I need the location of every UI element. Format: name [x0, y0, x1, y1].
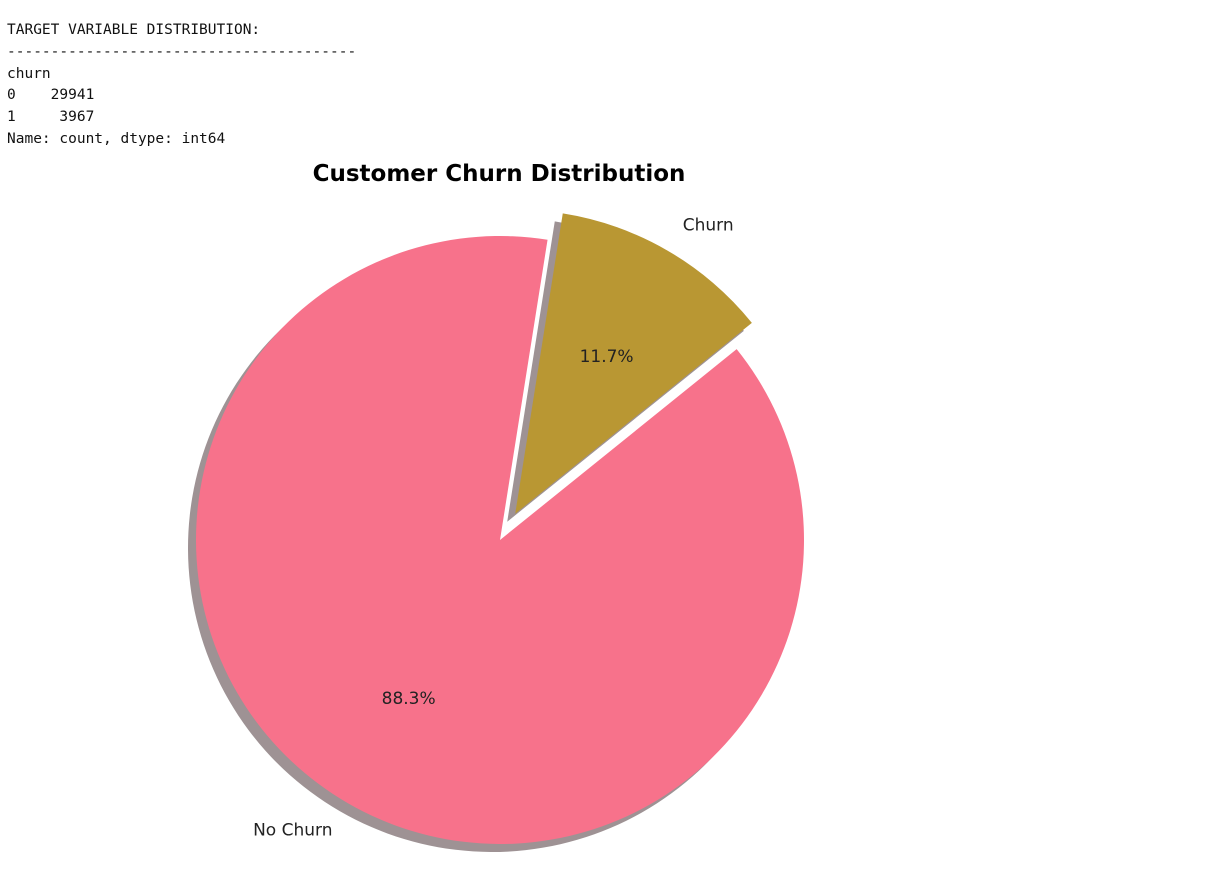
console-row: 1 3967 — [7, 107, 356, 129]
slice-layer — [195, 213, 804, 844]
console-footer: Name: count, dtype: int64 — [7, 130, 226, 147]
chart-title: Customer Churn Distribution — [313, 161, 686, 187]
console-row-index: 0 — [7, 87, 16, 104]
pie-slice-churn — [515, 213, 752, 514]
console-row-index: 1 — [7, 109, 16, 126]
pie-slice-no-churn — [195, 235, 804, 844]
console-row-value: 29941 — [50, 87, 95, 104]
console-index-name: churn — [7, 65, 51, 82]
console-row-value: 3967 — [59, 109, 95, 126]
label-layer: No Churn 88.3% Churn 11.7% — [253, 215, 734, 840]
console-row: 0 29941 — [7, 85, 356, 107]
slice-percent-label: 88.3% — [382, 689, 436, 709]
console-output: TARGET VARIABLE DISTRIBUTION: -----------… — [7, 20, 356, 151]
slice-label: No Churn — [253, 820, 332, 840]
console-separator: ---------------------------------------- — [7, 43, 357, 60]
slice-label: Churn — [683, 215, 734, 235]
slice-percent-label: 11.7% — [580, 347, 634, 367]
console-heading: TARGET VARIABLE DISTRIBUTION: — [7, 22, 261, 38]
